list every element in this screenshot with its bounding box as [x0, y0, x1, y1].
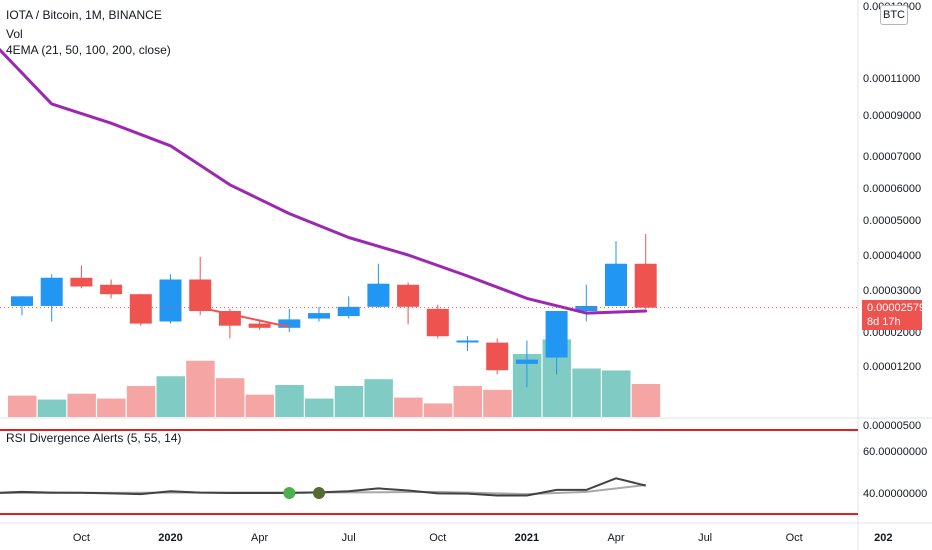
volume-bar	[394, 397, 423, 417]
time-tick-label: Jul	[698, 532, 712, 544]
candle-body	[308, 313, 330, 319]
price-tick-label: 0.00009000	[863, 110, 921, 122]
candle-body	[100, 284, 123, 295]
volume-bar	[572, 368, 601, 417]
volume-bar	[453, 385, 482, 417]
price-tick-label: 0.00007000	[863, 151, 921, 163]
volume-bar	[37, 399, 67, 417]
candle-body	[634, 263, 657, 308]
time-tick-label: 2020	[158, 532, 182, 544]
price-tick-label: 0.00000500	[863, 420, 921, 432]
last-price-label: 0.00002579 8d 17h	[862, 300, 926, 330]
volume-bar	[156, 376, 185, 417]
vol-legend: Vol	[6, 27, 23, 41]
rsi-legend: RSI Divergence Alerts (5, 55, 14)	[6, 431, 182, 445]
time-tick-label: Oct	[73, 532, 90, 544]
ema-legend: 4EMA (21, 50, 100, 200, close)	[6, 43, 171, 57]
volume-bar	[423, 403, 453, 417]
candle-body	[129, 294, 152, 324]
volume-bar	[67, 393, 96, 417]
time-tick-label: 202	[874, 532, 892, 544]
volume-bar	[97, 398, 126, 417]
volume-bar	[186, 360, 215, 417]
axes: 0.000120000.000110000.000090000.00007000…	[73, 1, 921, 544]
time-tick-label: Jul	[342, 532, 356, 544]
volume-bar	[126, 385, 156, 417]
price-tick-label: 0.00005000	[863, 215, 921, 227]
time-tick-label: 2021	[515, 532, 539, 544]
candle-body	[575, 305, 598, 311]
candle-body	[545, 311, 568, 358]
trendline	[199, 306, 290, 328]
price-tick-label: 0.00006000	[863, 183, 921, 195]
currency-button[interactable]: BTC	[880, 5, 908, 25]
volume-bar	[305, 398, 334, 417]
rsi-panel: 60.00000000 40.00000000	[0, 429, 927, 515]
price-tick-label: 0.00002000	[863, 327, 921, 339]
volume-bar	[245, 394, 275, 417]
volume-bar	[631, 384, 661, 417]
price-tick-label: 0.00003000	[863, 285, 921, 297]
candle-body	[426, 308, 449, 337]
time-tick-label: Apr	[251, 532, 268, 544]
candles	[11, 234, 657, 388]
candle-body	[159, 279, 182, 322]
candle-body	[11, 296, 33, 306]
candle-body	[40, 277, 63, 306]
time-tick-label: Apr	[607, 532, 624, 544]
candle-body	[605, 263, 627, 306]
candle-body	[367, 283, 390, 307]
volume-bar	[602, 370, 631, 417]
volume-bar	[483, 389, 512, 417]
candle-body	[70, 277, 93, 287]
candle-body	[515, 359, 538, 364]
price-tick-label: 0.00011000	[863, 73, 920, 85]
overlays	[0, 47, 858, 328]
time-tick-label: Oct	[786, 532, 803, 544]
candle-body	[337, 306, 360, 317]
candle-body	[189, 279, 212, 311]
candle-body	[456, 340, 479, 343]
rsi-signal-line	[0, 484, 646, 496]
candle-body	[248, 323, 271, 328]
rsi-marker	[313, 487, 325, 499]
ema-line	[0, 47, 648, 315]
price-tick-label: 0.00004000	[863, 250, 921, 262]
rsi-tick-label: 40.00000000	[863, 488, 927, 500]
volume-bar	[275, 384, 304, 417]
countdown-value: 8d 17h	[867, 316, 901, 328]
volume-bar	[364, 379, 393, 417]
price-tick-label: 0.00001200	[863, 361, 921, 373]
volume-bar	[8, 395, 37, 417]
rsi-tick-label: 60.00000000	[863, 446, 927, 458]
last-price-value: 0.00002579	[867, 302, 926, 314]
volume-bar	[215, 378, 245, 417]
candle-body	[278, 319, 301, 328]
chart-title: IOTA / Bitcoin, 1M, BINANCE	[6, 8, 162, 22]
time-tick-label: Oct	[429, 532, 446, 544]
candle-body	[397, 284, 420, 307]
rsi-marker	[283, 487, 296, 499]
volume-bar	[334, 385, 364, 417]
candle-body	[486, 342, 509, 371]
